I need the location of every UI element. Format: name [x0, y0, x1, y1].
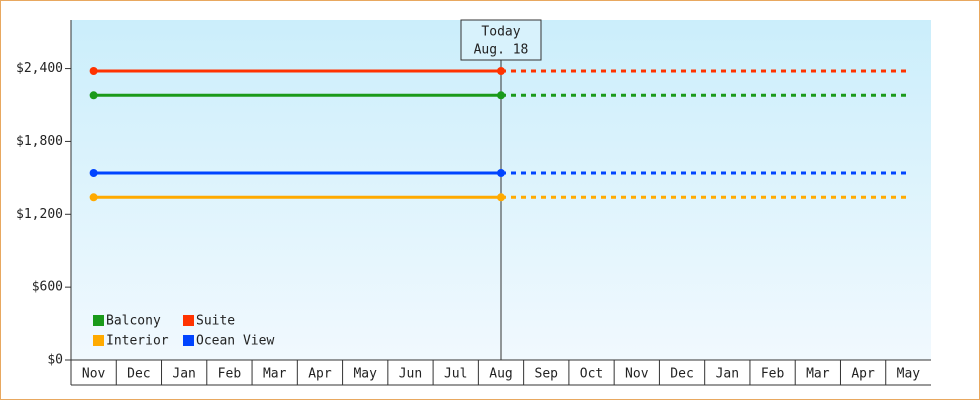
x-tick-label: Mar	[263, 367, 287, 382]
x-tick-label: Apr	[851, 367, 875, 382]
x-tick-label: Nov	[82, 367, 106, 382]
x-tick-label: Feb	[218, 367, 242, 382]
series-marker	[89, 67, 98, 75]
legend-label: Suite	[196, 314, 235, 329]
legend-swatch	[93, 335, 104, 346]
x-tick-label: May	[897, 367, 921, 382]
x-tick-label: Dec	[670, 367, 693, 382]
legend-label: Balcony	[106, 314, 161, 329]
series-marker	[89, 91, 98, 100]
series-marker	[497, 67, 505, 75]
legend-label: Interior	[106, 334, 169, 349]
y-tick-label: $600	[32, 280, 63, 295]
x-tick-label: Aug	[489, 367, 512, 382]
series-marker	[497, 193, 505, 202]
legend-swatch	[183, 335, 194, 346]
y-tick-label: $1,800	[16, 134, 63, 149]
today-box	[460, 19, 542, 61]
y-tick-label: $0	[47, 353, 63, 368]
today-label: Today	[481, 25, 520, 40]
x-tick-label: Jun	[399, 367, 422, 382]
y-tick-label: $1,200	[16, 207, 63, 222]
y-tick-label: $2,400	[16, 61, 63, 76]
x-tick-label: Jan	[716, 367, 739, 382]
x-tick-label: Dec	[127, 367, 150, 382]
legend-swatch	[93, 315, 104, 326]
series-marker	[89, 193, 98, 202]
legend-label: Ocean View	[196, 334, 274, 349]
x-tick-label: Mar	[806, 367, 830, 382]
x-tick-label: Feb	[761, 367, 785, 382]
series-marker	[497, 169, 505, 177]
legend-swatch	[183, 315, 194, 326]
series-marker	[89, 169, 98, 177]
today-label: Aug. 18	[474, 43, 529, 58]
x-tick-label: Jan	[172, 367, 195, 382]
series-marker	[497, 91, 505, 100]
x-tick-label: Jul	[444, 367, 467, 382]
x-tick-label: Oct	[580, 367, 603, 382]
x-tick-label: Sep	[535, 367, 559, 382]
x-tick-label: Apr	[308, 367, 332, 382]
x-tick-label: May	[353, 367, 377, 382]
x-tick-label: Nov	[625, 367, 649, 382]
